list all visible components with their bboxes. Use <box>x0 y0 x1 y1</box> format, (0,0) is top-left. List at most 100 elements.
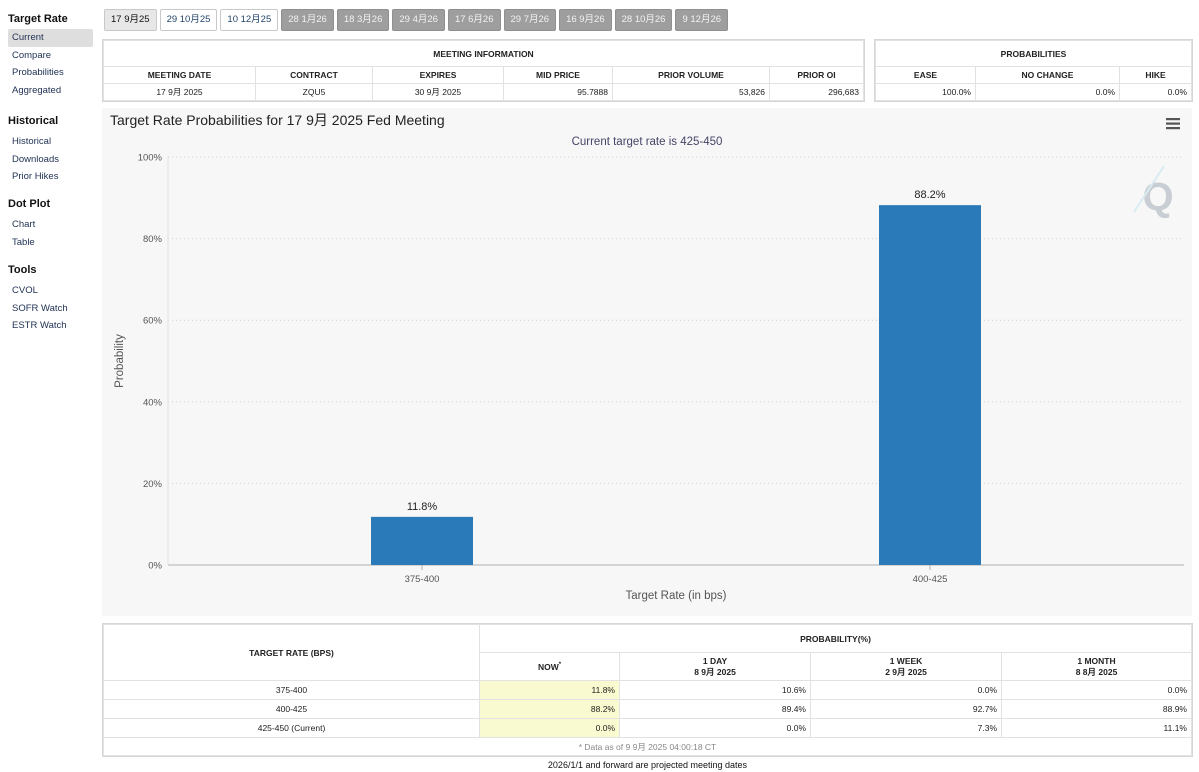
probability-history-table: TARGET RATE (BPS) PROBABILITY(%) NOW* 1 … <box>102 623 1193 757</box>
bar-data-label: 88.2% <box>914 189 945 201</box>
sidebar-item-prior-hikes[interactable]: Prior Hikes <box>12 171 59 182</box>
sidebar-item-cvol[interactable]: CVOL <box>12 285 38 296</box>
table-row: 100.0% 0.0% 0.0% <box>875 83 1192 101</box>
col-header-prior-volume: PRIOR VOLUME <box>612 66 770 84</box>
now-cell: 11.8% <box>479 680 620 700</box>
1-day-date: 8 9月 2025 <box>694 666 736 677</box>
meeting-information-title: MEETING INFORMATION <box>103 40 864 67</box>
target-rate-cell: 375-400 <box>103 680 480 700</box>
sidebar-group-title: Dot Plot <box>8 198 51 210</box>
q-logo-icon: Q <box>1133 165 1174 219</box>
sidebar-item-aggregated[interactable]: Aggregated <box>12 84 62 96</box>
probability-chart: Target Rate Probabilities for 17 9月 2025… <box>102 108 1192 616</box>
grid-layer <box>168 156 1184 484</box>
sidebar-item-sofr-watch[interactable]: SOFR Watch <box>12 302 68 314</box>
tab-meeting-2[interactable]: 10 12月25 <box>220 9 279 31</box>
svg-text:Q: Q <box>1142 175 1173 219</box>
tab-meeting-8[interactable]: 16 9月26 <box>559 9 612 31</box>
1-month-label: 1 MONTH <box>1077 655 1116 666</box>
tab-meeting-10[interactable]: 9 12月26 <box>675 9 729 31</box>
no-change-value: 0.0% <box>975 83 1120 101</box>
now-asterisk: * <box>558 661 562 668</box>
1-week-cell: 0.0% <box>810 680 1002 700</box>
tab-meeting-3[interactable]: 28 1月26 <box>281 9 334 31</box>
bar-375-400[interactable] <box>371 516 473 565</box>
1-week-label: 1 WEEK <box>889 655 923 666</box>
sidebar-group-title: Historical <box>8 115 59 127</box>
sidebar-group-historical: Historical Historical Downloads Prior Hi… <box>0 115 100 186</box>
x-axis-ticks: 375-400 400-425 <box>405 565 947 585</box>
1-day-cell: 0.0% <box>619 718 811 738</box>
sidebar-item-chart[interactable]: Chart <box>12 219 36 230</box>
sidebar-item-estr-watch[interactable]: ESTR Watch <box>12 320 67 331</box>
data-as-of-footnote: * Data as of 9 9月 2025 04:00:18 CT <box>103 737 1192 756</box>
col-header-1-day: 1 DAY 8 9月 2025 <box>619 652 811 681</box>
1-day-label: 1 DAY <box>702 655 728 666</box>
bar-data-label: 11.8% <box>407 501 438 513</box>
y-tick-label: 20% <box>143 479 163 490</box>
tab-meeting-0[interactable]: 17 9月25 <box>104 9 157 31</box>
target-rate-cell: 425-450 (Current) <box>103 718 480 738</box>
y-tick-label: 100% <box>138 153 163 164</box>
tab-meeting-9[interactable]: 28 10月26 <box>614 9 673 31</box>
col-header-expires: EXPIRES <box>372 66 504 84</box>
col-header-contract: CONTRACT <box>255 66 373 84</box>
y-tick-label: 0% <box>148 561 162 572</box>
tab-meeting-4[interactable]: 18 3月26 <box>336 9 390 31</box>
sidebar-item-compare[interactable]: Compare <box>12 49 52 61</box>
chart-title: Target Rate Probabilities for 17 9月 2025… <box>110 112 445 128</box>
meeting-date-value: 17 9月 2025 <box>103 83 256 101</box>
sidebar-nav: Target Rate Current Compare Probabilitie… <box>0 0 100 772</box>
col-header-now: NOW* <box>479 652 620 681</box>
y-axis-label: Probability <box>114 334 126 388</box>
y-tick-label: 80% <box>143 234 163 245</box>
sidebar-group-title: Tools <box>8 264 37 276</box>
col-header-1-week: 1 WEEK 2 9月 2025 <box>810 652 1002 681</box>
1-day-cell: 89.4% <box>619 699 811 719</box>
tab-meeting-7[interactable]: 29 7月26 <box>503 9 557 31</box>
1-week-cell: 7.3% <box>810 718 1002 738</box>
table-row: 425-450 (Current) 0.0% 0.0% 7.3% 11.1% <box>103 718 1192 738</box>
1-month-cell: 88.9% <box>1001 699 1192 719</box>
sidebar-item-historical[interactable]: Historical <box>12 136 52 147</box>
y-tick-label: 40% <box>143 397 163 408</box>
probabilities-title: PROBABILITIES <box>875 40 1192 67</box>
hamburger-icon[interactable] <box>1166 118 1180 130</box>
sidebar-item-probabilities[interactable]: Probabilities <box>12 67 64 78</box>
prior-oi-value: 296,683 <box>769 83 864 101</box>
col-header-1-month: 1 MONTH 8 8月 2025 <box>1001 652 1192 681</box>
tab-meeting-5[interactable]: 29 4月26 <box>392 9 445 31</box>
1-month-cell: 11.1% <box>1001 718 1192 738</box>
y-tick-label: 60% <box>143 316 163 327</box>
sidebar-item-current[interactable]: Current <box>8 29 93 47</box>
sidebar-group-target-rate: Target Rate Current Compare Probabilitie… <box>0 13 100 99</box>
sidebar-item-downloads[interactable]: Downloads <box>12 153 59 165</box>
1-month-date: 8 8月 2025 <box>1075 666 1118 677</box>
x-axis-label: Target Rate (in bps) <box>626 590 727 602</box>
col-header-probability-group: PROBABILITY(%) <box>479 624 1192 653</box>
1-week-date: 2 9月 2025 <box>885 666 927 677</box>
sidebar-group-dot-plot: Dot Plot Chart Table <box>0 198 100 251</box>
chart-subtitle: Current target rate is 425-450 <box>572 136 723 148</box>
bar-layer: 11.8% 88.2% <box>371 189 981 566</box>
col-header-no-change: NO CHANGE <box>975 66 1120 84</box>
1-month-cell: 0.0% <box>1001 680 1192 700</box>
bar-400-425[interactable] <box>879 205 981 566</box>
1-week-cell: 92.7% <box>810 699 1002 719</box>
meeting-date-tabs: 17 9月25 29 10月25 10 12月25 28 1月26 18 3月2… <box>104 9 729 31</box>
prior-volume-value: 53,826 <box>612 83 770 101</box>
probabilities-panel: PROBABILITIES EASE NO CHANGE HIKE 100.0%… <box>874 39 1193 102</box>
sidebar-item-table[interactable]: Table <box>12 236 35 248</box>
table-row: 375-400 11.8% 10.6% 0.0% 0.0% <box>103 680 1192 700</box>
projected-dates-note: 2026/1/1 and forward are projected meeti… <box>547 760 748 770</box>
now-label: NOW <box>537 661 559 672</box>
tab-meeting-6[interactable]: 17 6月26 <box>447 9 501 31</box>
col-header-hike: HIKE <box>1119 66 1192 84</box>
col-header-ease: EASE <box>875 66 976 84</box>
col-header-mid-price: MID PRICE <box>503 66 613 84</box>
hike-value: 0.0% <box>1119 83 1192 101</box>
col-header-target-rate: TARGET RATE (BPS) <box>103 624 480 681</box>
y-axis-ticks: 0% 20% 40% 60% 80% 100% <box>138 153 163 572</box>
tab-meeting-1[interactable]: 29 10月25 <box>159 9 218 31</box>
col-header-meeting-date: MEETING DATE <box>103 66 256 84</box>
